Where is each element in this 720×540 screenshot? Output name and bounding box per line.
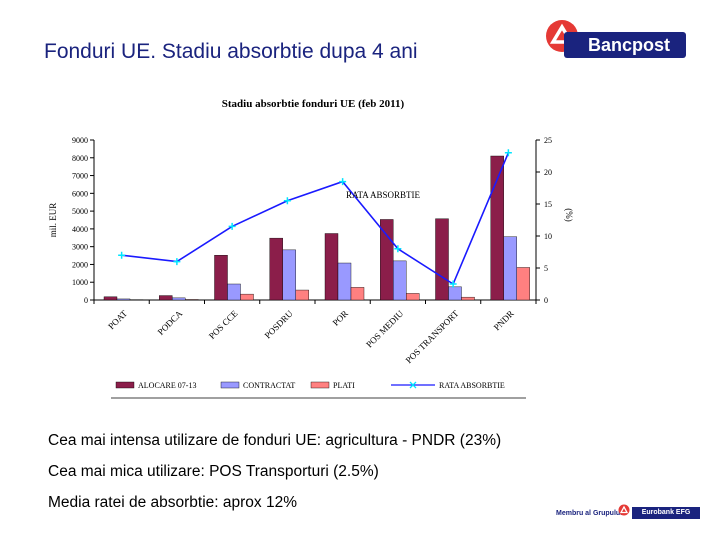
bar-alocare-07-13-1 [159, 295, 173, 301]
rate-point-6 [449, 280, 457, 288]
bar-alocare-07-13-2 [214, 254, 228, 301]
y-tick-label: 8000 [72, 154, 88, 163]
bar-plati-1 [185, 299, 199, 301]
chart-bars [103, 155, 530, 301]
bar-contractat-0 [116, 298, 131, 301]
y-tick-label: 1000 [72, 278, 88, 287]
bullet-item: Cea mai mica utilizare: POS Transporturi… [48, 463, 379, 480]
x-category-label: POS MEDIU [364, 308, 406, 350]
legend-swatch [310, 381, 330, 389]
chart-svg: Stadiu absorbtie fonduri UE (feb 2011) m… [48, 98, 574, 399]
legend-swatch [115, 381, 135, 389]
bullet-item: Media ratei de absorbtie: aprox 12% [48, 494, 298, 511]
rate-point-2 [228, 222, 236, 230]
bar-contractat-6 [448, 286, 462, 301]
x-category-label: POS CCE [207, 308, 240, 341]
y2-tick-label: 10 [544, 232, 552, 241]
legend-label: PLATI [333, 381, 355, 390]
bar-plati-6 [461, 296, 475, 301]
absorption-chart: Stadiu absorbtie fonduri UE (feb 2011) m… [36, 90, 596, 410]
bar-contractat-5 [393, 260, 407, 301]
rate-point-1 [173, 258, 181, 266]
y-tick-label: 9000 [72, 136, 88, 145]
x-category-label: PNDR [492, 308, 516, 332]
y-tick-label: 3000 [72, 243, 88, 252]
x-category-label: POR [331, 308, 350, 327]
slide-title: Fonduri UE. Stadiu absorbtie dupa 4 ani [44, 40, 418, 63]
y2-tick-label: 0 [544, 296, 548, 305]
rate-line-path [121, 152, 510, 286]
bar-alocare-07-13-4 [324, 233, 339, 301]
legend-label: ALOCARE 07-13 [138, 381, 196, 390]
bar-plati-4 [350, 287, 365, 301]
x-category-label: PODCA [156, 308, 185, 337]
y-tick-label: 6000 [72, 189, 88, 198]
rate-point-7 [504, 149, 512, 157]
bar-alocare-07-13-3 [269, 237, 283, 301]
y2-tick-label: 25 [544, 136, 552, 145]
y-tick-label: 7000 [72, 172, 88, 181]
rate-point-5 [394, 245, 402, 253]
bar-plati-5 [406, 293, 420, 301]
bar-contractat-1 [172, 297, 186, 301]
y-tick-label: 4000 [72, 225, 88, 234]
bar-contractat-3 [282, 249, 296, 301]
bancpost-logo: Bancpost [544, 18, 686, 62]
rate-point-0 [118, 251, 126, 259]
legend-label: RATA ABSORBTIE [439, 381, 505, 390]
bar-alocare-07-13-0 [103, 296, 118, 301]
legend-label: CONTRACTAT [243, 381, 295, 390]
bar-contractat-7 [503, 236, 517, 301]
x-category-label: POAT [106, 308, 129, 331]
chart-legend: ALOCARE 07-13 CONTRACTAT PLATI RATA ABSORBT… [111, 381, 526, 399]
bar-plati-3 [295, 289, 309, 301]
bar-alocare-07-13-7 [490, 155, 504, 301]
bullet-item: Cea mai intensa utilizare de fonduri UE:… [48, 432, 502, 449]
y-axis-label: mil. EUR [48, 203, 58, 238]
y2-tick-label: 15 [544, 200, 552, 209]
bar-alocare-07-13-6 [435, 218, 449, 301]
y2-tick-label: 5 [544, 264, 548, 273]
y2-tick-label: 20 [544, 168, 552, 177]
bullet-list: Cea mai intensa utilizare de fonduri UE:… [48, 432, 688, 525]
y-tick-label: 2000 [72, 260, 88, 269]
y-tick-label: 5000 [72, 207, 88, 216]
bar-alocare-07-13-5 [380, 219, 394, 301]
legend-swatch [220, 381, 240, 389]
bar-contractat-4 [337, 262, 352, 301]
footer-membru-text: Membru al Grupului [556, 510, 623, 517]
rate-point-4 [339, 178, 347, 186]
chart-rate-line [118, 149, 512, 288]
y-tick-label: 0 [84, 296, 88, 305]
bar-contractat-2 [227, 283, 241, 301]
y2-axis-label: (%) [564, 208, 574, 222]
rate-point-3 [283, 197, 291, 205]
x-category-label: POSDRU [263, 308, 296, 341]
bar-plati-7 [516, 267, 530, 301]
chart-title: Stadiu absorbtie fonduri UE (feb 2011) [222, 98, 405, 110]
legend-marker [409, 381, 417, 389]
rate-annotation: RATA ABSORBTIE [346, 190, 421, 200]
bar-plati-2 [240, 293, 254, 301]
group-footer: Membru al Grupului Eurobank EFG [556, 504, 706, 522]
x-category-label: POS TRANSPORT [404, 308, 461, 365]
bancpost-logo-text: Bancpost [564, 32, 686, 58]
eurobank-mark-icon [618, 504, 630, 516]
footer-group-name: Eurobank EFG [632, 507, 700, 519]
